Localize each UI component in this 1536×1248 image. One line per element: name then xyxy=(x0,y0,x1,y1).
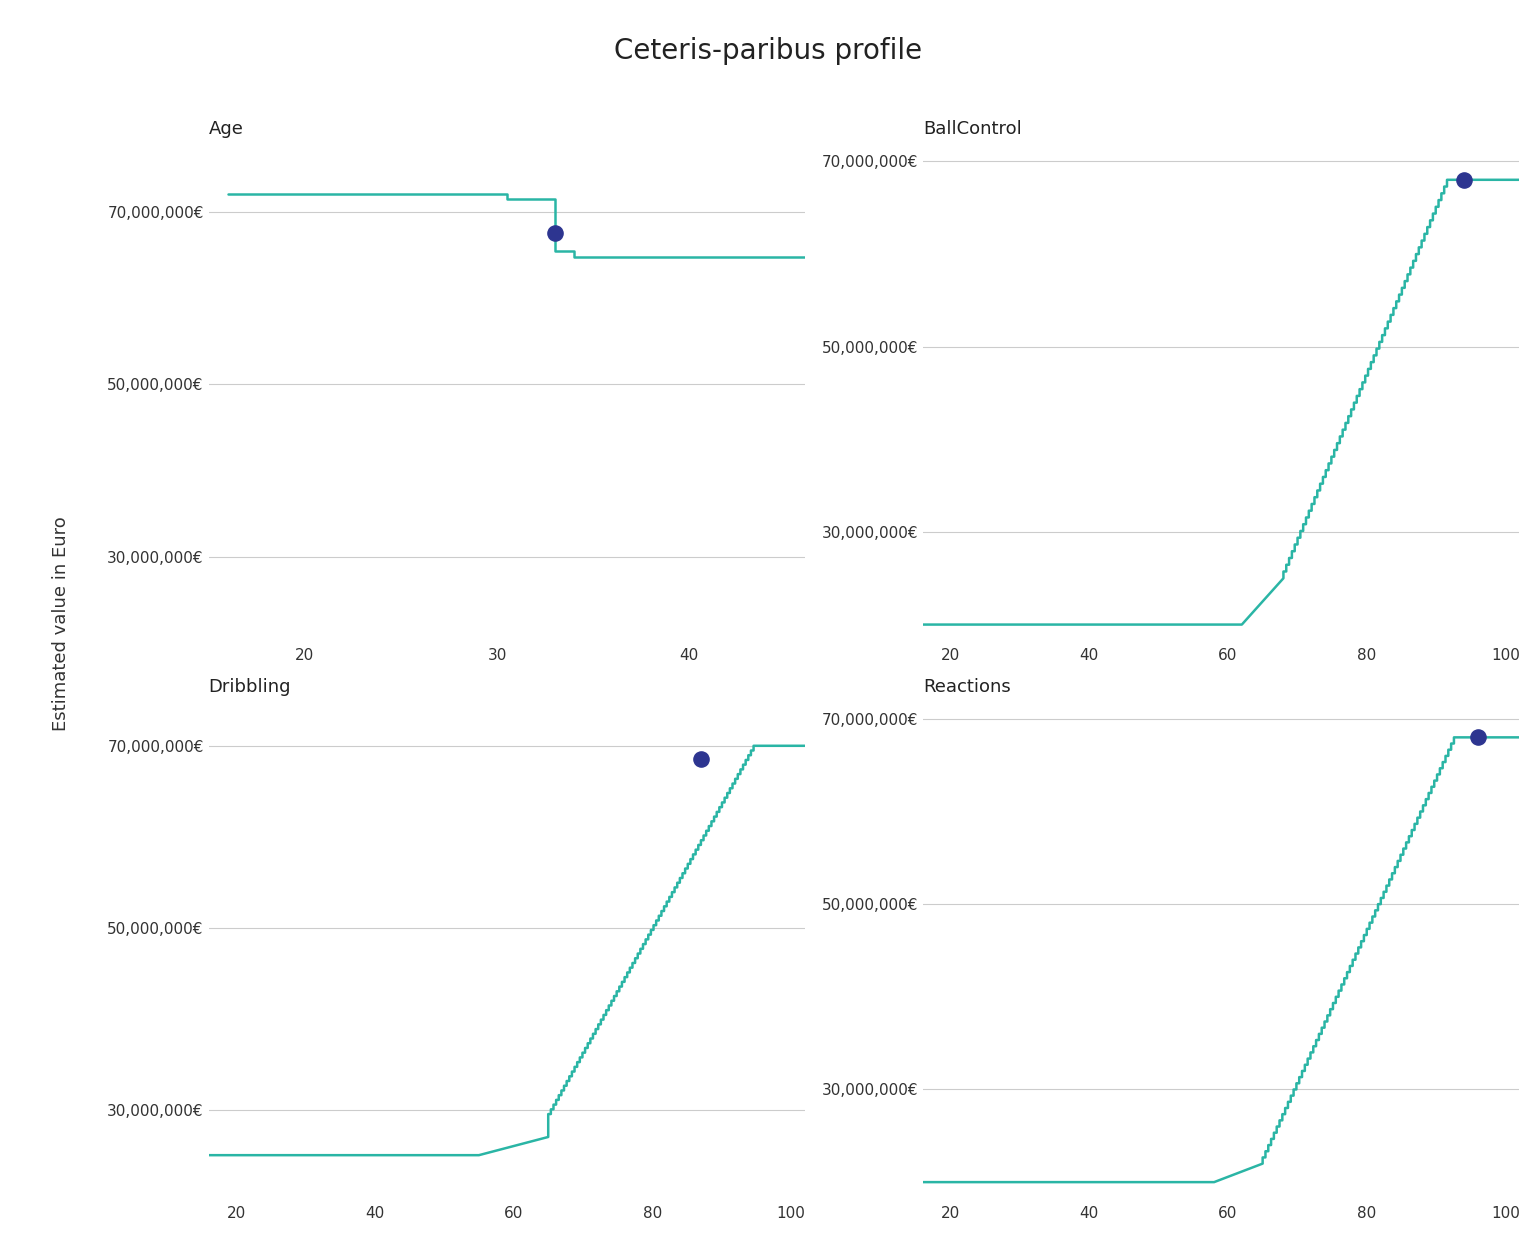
Text: Reactions: Reactions xyxy=(923,678,1011,696)
Text: Ceteris-paribus profile: Ceteris-paribus profile xyxy=(614,37,922,65)
Text: Dribbling: Dribbling xyxy=(209,678,290,696)
Text: Age: Age xyxy=(209,120,243,139)
Point xyxy=(1452,170,1476,190)
Point xyxy=(542,223,567,243)
Text: Estimated value in Euro: Estimated value in Euro xyxy=(52,517,71,731)
Text: BallControl: BallControl xyxy=(923,120,1021,139)
Point xyxy=(688,750,713,770)
Point xyxy=(1465,728,1490,748)
